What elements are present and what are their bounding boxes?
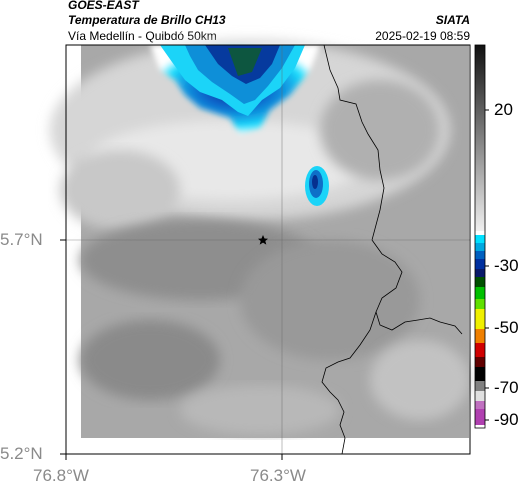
datetime-label: 2025-02-19 08:59 [375,29,470,43]
region-subtitle: Vía Medellín - Quibdó 50km [68,29,217,43]
satellite-title: GOES-EAST [68,0,139,12]
lon-label-76-8: 76.8°W [33,466,89,485]
colorbar-tick-20: 20 [494,100,513,119]
lat-label-5-2: 5.2°N [0,444,43,463]
product-title: Temperatura de Brillo CH13 [68,13,226,27]
lat-label-5-7: 5.7°N [0,230,43,249]
agency-label: SIATA [435,13,470,27]
colorbar-tick-minus70: -70 [494,378,519,397]
colorbar [474,44,489,429]
colorbar-tick-minus90: -90 [494,410,519,429]
map-area [50,40,471,455]
colorbar-tick-minus30: -30 [494,256,519,275]
colorbar-tick-minus50: -50 [494,318,519,337]
lon-label-76-3: 76.3°W [250,466,306,485]
star-marker [258,235,268,245]
